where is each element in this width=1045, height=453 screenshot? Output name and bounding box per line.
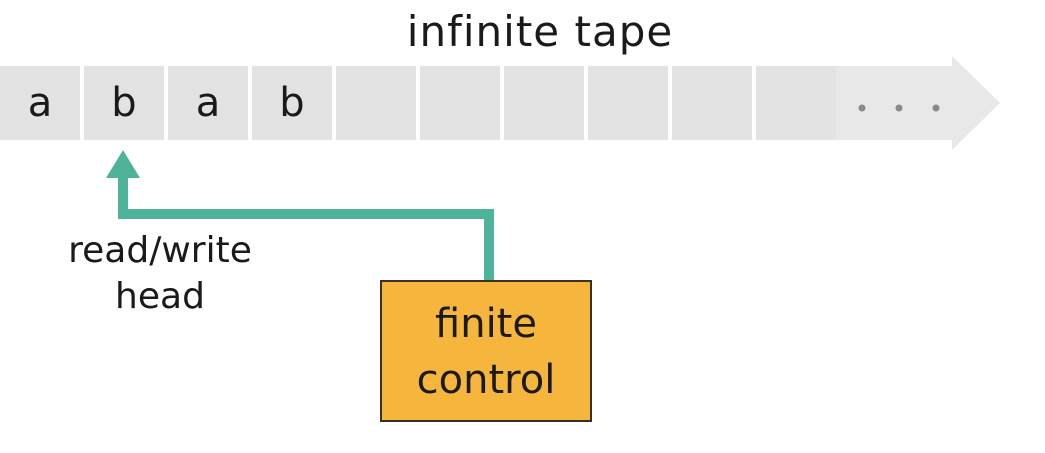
tape-arrow-icon: [836, 56, 1000, 150]
tape-title: infinite tape: [406, 7, 674, 56]
tape-cell-0: a: [0, 66, 80, 140]
finite-control-box: finite control: [380, 280, 592, 422]
tape-cell-9: [756, 66, 836, 140]
ellipsis-icon: [858, 104, 940, 112]
head-connector-line: [118, 174, 494, 282]
tape-cell-1: b: [84, 66, 164, 140]
head-label: read/write head: [10, 228, 310, 320]
tape-cell-5: [420, 66, 500, 140]
tape-cell-8: [672, 66, 752, 140]
head-label-line1: read/write: [68, 230, 252, 271]
tape-cell-7: [588, 66, 668, 140]
tape-cell-2: a: [168, 66, 248, 140]
control-label-line1: finite: [435, 301, 537, 347]
control-label-line2: control: [416, 357, 556, 403]
head-label-line2: head: [115, 276, 205, 317]
head-arrow-icon: [106, 150, 140, 178]
tape-cell-6: [504, 66, 584, 140]
tape-cell-3: b: [252, 66, 332, 140]
tape-cell-4: [336, 66, 416, 140]
